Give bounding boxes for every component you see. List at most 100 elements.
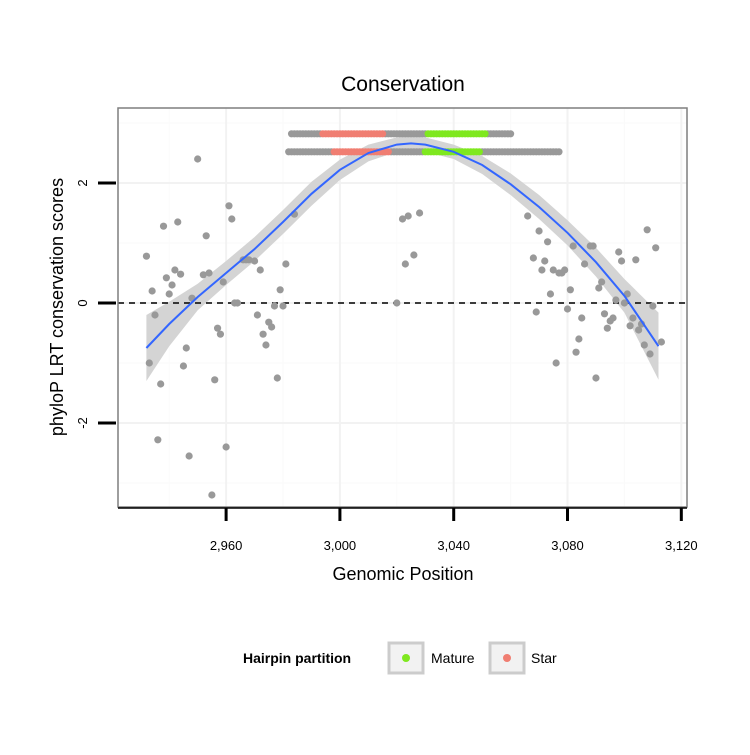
data-point-other <box>609 314 617 322</box>
chart-title: Conservation <box>341 73 465 96</box>
data-point-other <box>142 252 151 260</box>
data-point-other <box>225 202 233 210</box>
y-tick-label: -2 <box>75 417 90 429</box>
data-point-other <box>245 256 253 264</box>
data-point-other <box>199 271 207 279</box>
data-point-other <box>165 290 173 298</box>
x-tick-label: 2,960 <box>210 538 243 553</box>
data-point-other <box>572 348 580 356</box>
data-point-other <box>555 148 563 156</box>
data-point-other <box>256 266 264 274</box>
data-point-other <box>250 257 259 265</box>
data-point-mature <box>475 148 483 156</box>
data-point-other <box>174 218 182 226</box>
data-point-other <box>546 290 555 298</box>
data-point-other <box>569 242 577 250</box>
data-point-other <box>268 323 276 331</box>
data-point-other <box>629 314 637 322</box>
y-tick-label: 0 <box>75 299 90 306</box>
data-point-other <box>561 266 569 274</box>
data-point-other <box>524 212 532 220</box>
confidence-band <box>146 136 659 381</box>
data-point-other <box>205 269 213 277</box>
data-point-other <box>643 226 651 234</box>
legend-dot-mature <box>402 654 410 662</box>
data-point-other <box>194 155 202 163</box>
data-point-other <box>620 299 629 307</box>
data-point-other <box>404 212 412 220</box>
data-point-other <box>415 209 424 217</box>
legend-label-star: Star <box>531 650 557 666</box>
data-point-other <box>549 266 557 274</box>
data-point-other <box>600 310 609 318</box>
data-point-other <box>626 322 634 330</box>
data-point-other <box>398 215 407 223</box>
data-point-other <box>276 286 284 294</box>
data-point-other <box>595 284 603 292</box>
data-point-other <box>410 251 418 259</box>
data-point-other <box>566 286 574 294</box>
data-point-other <box>222 443 230 451</box>
data-point-star <box>378 130 387 138</box>
smooth-line <box>145 142 660 349</box>
data-point-other <box>262 341 270 349</box>
panel-background <box>118 108 687 507</box>
data-point-other <box>259 330 267 338</box>
data-point-other <box>507 130 515 138</box>
grid <box>118 108 687 507</box>
data-point-other <box>535 227 543 235</box>
data-point-other <box>148 287 156 295</box>
data-point-other <box>538 266 546 274</box>
data-point-other <box>532 308 540 316</box>
panel-border <box>117 107 688 508</box>
data-point-other <box>273 374 281 382</box>
legend: Hairpin partition Mature Star <box>243 641 557 675</box>
data-point-other <box>270 302 279 310</box>
x-tick-label: 3,000 <box>324 538 357 553</box>
data-point-other <box>179 362 188 370</box>
data-point-other <box>649 302 657 310</box>
y-axis: -2 0 2 <box>75 179 116 429</box>
legend-title: Hairpin partition <box>243 650 351 666</box>
data-point-other <box>157 380 165 388</box>
data-point-other <box>543 238 552 246</box>
data-point-other <box>640 341 648 349</box>
data-point-other <box>580 260 589 268</box>
data-point-other <box>233 299 242 307</box>
data-point-other <box>598 278 606 286</box>
data-point-other <box>615 248 623 256</box>
legend-label-mature: Mature <box>431 650 475 666</box>
data-point-other <box>552 359 560 367</box>
data-point-other <box>575 335 583 343</box>
data-point-other <box>632 256 640 264</box>
data-point-other <box>401 260 409 268</box>
y-axis-title: phyloP LRT conservation scores <box>47 178 67 436</box>
data-point-other <box>529 254 537 262</box>
data-point-other <box>216 330 225 338</box>
data-point-other <box>145 359 153 367</box>
data-point-other <box>185 452 193 460</box>
data-point-other <box>202 232 210 240</box>
x-axis-title: Genomic Position <box>332 564 473 584</box>
data-point-other <box>646 350 654 358</box>
data-point-other <box>151 311 159 319</box>
data-point-other <box>219 278 227 286</box>
x-axis: 2,960 3,000 3,040 3,080 3,120 <box>118 507 698 553</box>
data-point-other <box>592 374 600 382</box>
data-point-other <box>279 302 287 310</box>
data-point-other <box>168 281 176 289</box>
data-point-other <box>393 299 401 307</box>
x-tick-label: 3,120 <box>665 538 698 553</box>
data-point-other <box>162 274 170 282</box>
data-point-other <box>657 338 665 346</box>
data-point-mature <box>481 130 489 138</box>
data-point-other <box>208 491 216 499</box>
data-point-other <box>541 257 549 265</box>
data-point-other <box>171 266 179 274</box>
data-point-star <box>384 148 392 156</box>
y-tick-label: 2 <box>75 179 90 186</box>
data-point-other <box>617 257 626 265</box>
data-point-other <box>589 242 597 250</box>
